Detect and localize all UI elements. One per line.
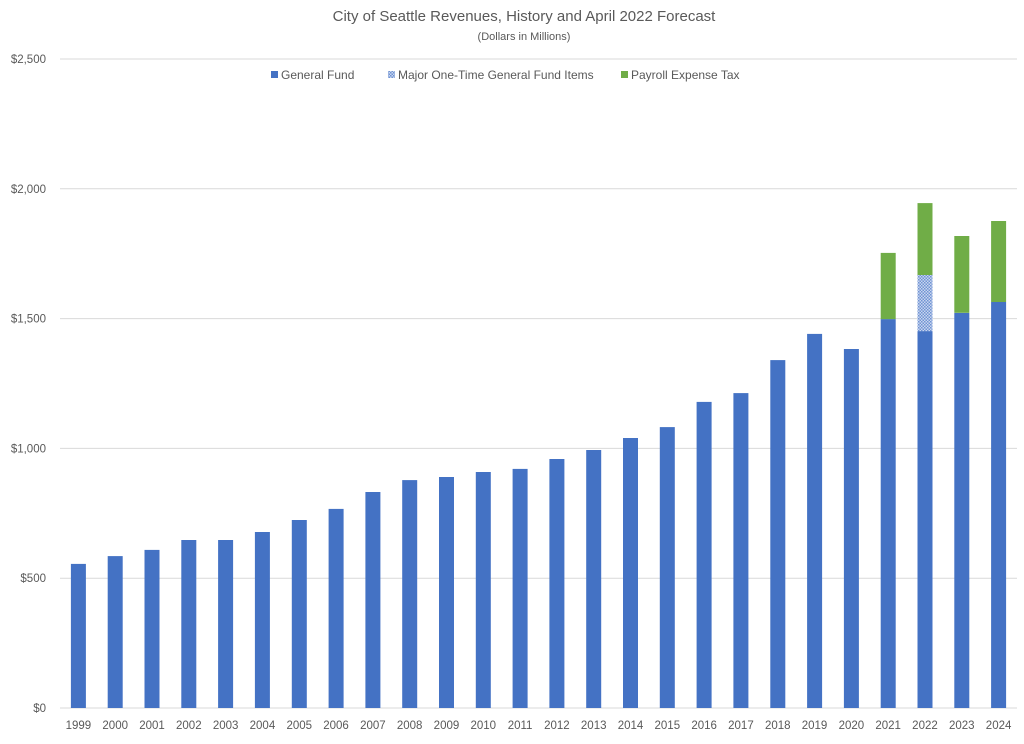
x-tick-label: 2000 bbox=[102, 720, 128, 732]
x-tick-label: 2009 bbox=[434, 720, 460, 732]
bar-payroll-expense-tax-2022 bbox=[917, 203, 933, 275]
legend-swatch-payroll-expense-tax bbox=[621, 71, 628, 78]
bar-general-fund-2008 bbox=[402, 480, 418, 708]
bar-general-fund-2009 bbox=[439, 477, 454, 708]
bar-general-fund-2013 bbox=[586, 450, 602, 708]
y-tick-label: $2,500 bbox=[11, 54, 46, 66]
legend-swatch-one-time bbox=[388, 71, 395, 78]
y-axis-ticks: $0 $500 $1,000 $1,500 $2,000 $2,500 bbox=[11, 54, 46, 715]
x-tick-label: 2015 bbox=[655, 720, 681, 732]
y-tick-label: $1,500 bbox=[11, 314, 46, 326]
x-tick-label: 2019 bbox=[802, 720, 828, 732]
x-tick-label: 2010 bbox=[470, 720, 496, 732]
bar-general-fund-2014 bbox=[623, 438, 638, 708]
bar-payroll-expense-tax-2021 bbox=[880, 252, 896, 320]
x-tick-label: 2012 bbox=[544, 720, 570, 732]
bar-general-fund-2016 bbox=[696, 401, 712, 708]
gridlines bbox=[60, 58, 1017, 709]
x-tick-label: 2023 bbox=[949, 720, 975, 732]
y-tick-label: $1,000 bbox=[11, 443, 46, 455]
bar-general-fund-2018 bbox=[770, 360, 786, 708]
x-tick-label: 2017 bbox=[728, 720, 754, 732]
legend-swatch-general-fund bbox=[271, 71, 278, 78]
bar-general-fund-2024 bbox=[991, 302, 1007, 708]
legend-label-general-fund: General Fund bbox=[281, 68, 354, 82]
legend-item-one-time: Major One-Time General Fund Items bbox=[388, 68, 594, 82]
bar-general-fund-2015 bbox=[659, 427, 675, 708]
x-tick-label: 2013 bbox=[581, 720, 607, 732]
legend-label-payroll-expense-tax: Payroll Expense Tax bbox=[631, 68, 740, 82]
y-tick-label: $500 bbox=[20, 573, 46, 585]
x-tick-label: 2011 bbox=[508, 720, 533, 732]
x-axis-ticks: 1999 2000 2001 2002 2003 2004 2005 2006 2007 2008… bbox=[66, 720, 1012, 732]
bar-general-fund-2022 bbox=[917, 331, 933, 708]
x-tick-label: 2006 bbox=[323, 720, 349, 732]
bar-general-fund-2005 bbox=[291, 520, 307, 708]
x-tick-label: 2007 bbox=[360, 720, 386, 732]
bars bbox=[70, 203, 1007, 708]
bar-general-fund-2019 bbox=[807, 333, 823, 708]
chart-subtitle: (Dollars in Millions) bbox=[478, 31, 571, 43]
bar-general-fund-2021 bbox=[880, 319, 896, 708]
bar-payroll-expense-tax-2023 bbox=[954, 236, 970, 313]
x-tick-label: 2014 bbox=[618, 720, 644, 732]
x-tick-label: 2004 bbox=[250, 720, 276, 732]
x-tick-label: 2005 bbox=[286, 720, 312, 732]
bar-general-fund-2007 bbox=[365, 492, 381, 708]
bar-general-fund-2003 bbox=[218, 540, 234, 708]
bar-general-fund-2023 bbox=[954, 312, 970, 708]
x-tick-label: 2020 bbox=[839, 720, 865, 732]
x-tick-label: 2024 bbox=[986, 720, 1012, 732]
bar-payroll-expense-tax-2024 bbox=[991, 221, 1007, 302]
x-tick-label: 2003 bbox=[213, 720, 239, 732]
y-tick-label: $2,000 bbox=[11, 184, 46, 196]
bar-general-fund-2001 bbox=[144, 549, 160, 708]
x-tick-label: 2016 bbox=[691, 720, 717, 732]
bar-general-fund-2012 bbox=[549, 459, 565, 708]
y-tick-label: $0 bbox=[33, 703, 46, 715]
legend: General Fund Major One-Time General Fund… bbox=[271, 68, 740, 82]
x-tick-label: 2002 bbox=[176, 720, 202, 732]
bar-general-fund-2004 bbox=[254, 532, 270, 708]
bar-general-fund-2006 bbox=[328, 508, 344, 708]
bar-general-fund-2020 bbox=[843, 349, 859, 708]
x-tick-label: 2022 bbox=[912, 720, 938, 732]
bar-general-fund-1999 bbox=[70, 563, 86, 708]
x-tick-label: 2021 bbox=[875, 720, 901, 732]
bar-general-fund-2000 bbox=[107, 556, 123, 708]
x-tick-label: 2018 bbox=[765, 720, 791, 732]
legend-item-general-fund: General Fund bbox=[271, 68, 354, 82]
bar-major-one-time-general-fund-items-2022 bbox=[917, 275, 933, 332]
x-tick-label: 2001 bbox=[139, 720, 165, 732]
chart-title: City of Seattle Revenues, History and Ap… bbox=[333, 8, 717, 25]
x-tick-label: 2008 bbox=[397, 720, 423, 732]
bar-general-fund-2017 bbox=[733, 393, 749, 708]
legend-item-payroll-expense-tax: Payroll Expense Tax bbox=[621, 68, 740, 82]
legend-label-one-time: Major One-Time General Fund Items bbox=[398, 68, 594, 82]
bar-general-fund-2002 bbox=[181, 540, 197, 708]
bar-general-fund-2011 bbox=[512, 468, 528, 708]
x-tick-label: 1999 bbox=[66, 720, 92, 732]
bar-general-fund-2010 bbox=[475, 472, 491, 708]
